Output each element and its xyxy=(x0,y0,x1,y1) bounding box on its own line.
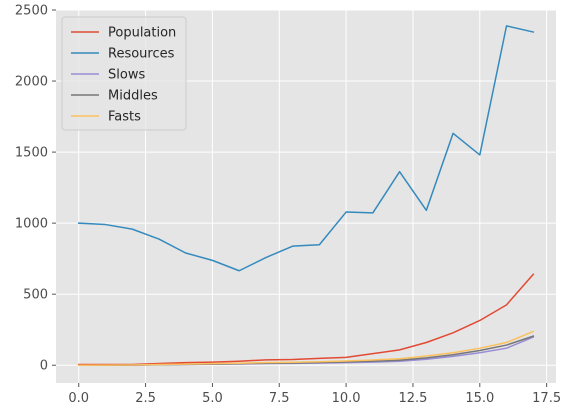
x-tick-label: 5.0 xyxy=(202,391,223,406)
x-tick-label: 15.0 xyxy=(465,391,494,406)
legend-label-slows: Slows xyxy=(108,68,145,83)
x-tick-label: 12.5 xyxy=(398,391,427,406)
y-axis-ticks: 0 500 1000 1500 2000 2500 xyxy=(15,4,56,374)
series-line-fasts xyxy=(77,330,535,366)
series-line-population xyxy=(77,273,535,366)
x-axis-ticks: 0.0 2.5 5.0 7.5 10.0 12.5 15.0 17.5 xyxy=(68,383,561,406)
x-tick-label: 0.0 xyxy=(68,391,89,406)
legend-label-middles: Middles xyxy=(108,89,158,104)
x-tick-label: 10.0 xyxy=(332,391,361,406)
y-tick-label: 500 xyxy=(23,288,48,303)
legend-label-population: Population xyxy=(108,26,176,41)
legend-label-resources: Resources xyxy=(108,47,175,62)
x-tick-label: 17.5 xyxy=(532,391,561,406)
y-tick-label: 0 xyxy=(40,359,48,374)
legend: Population Resources Slows Middles Fasts xyxy=(61,16,187,131)
y-tick-label: 2000 xyxy=(15,75,48,90)
legend-label-fasts: Fasts xyxy=(108,110,141,125)
x-tick-label: 7.5 xyxy=(269,391,290,406)
y-tick-label: 2500 xyxy=(15,4,48,19)
series-lines xyxy=(77,25,535,366)
legend-frame xyxy=(61,16,187,131)
y-tick-label: 1500 xyxy=(15,146,48,161)
series-line-resources xyxy=(77,25,535,272)
x-tick-label: 2.5 xyxy=(135,391,156,406)
y-tick-label: 1000 xyxy=(15,217,48,232)
